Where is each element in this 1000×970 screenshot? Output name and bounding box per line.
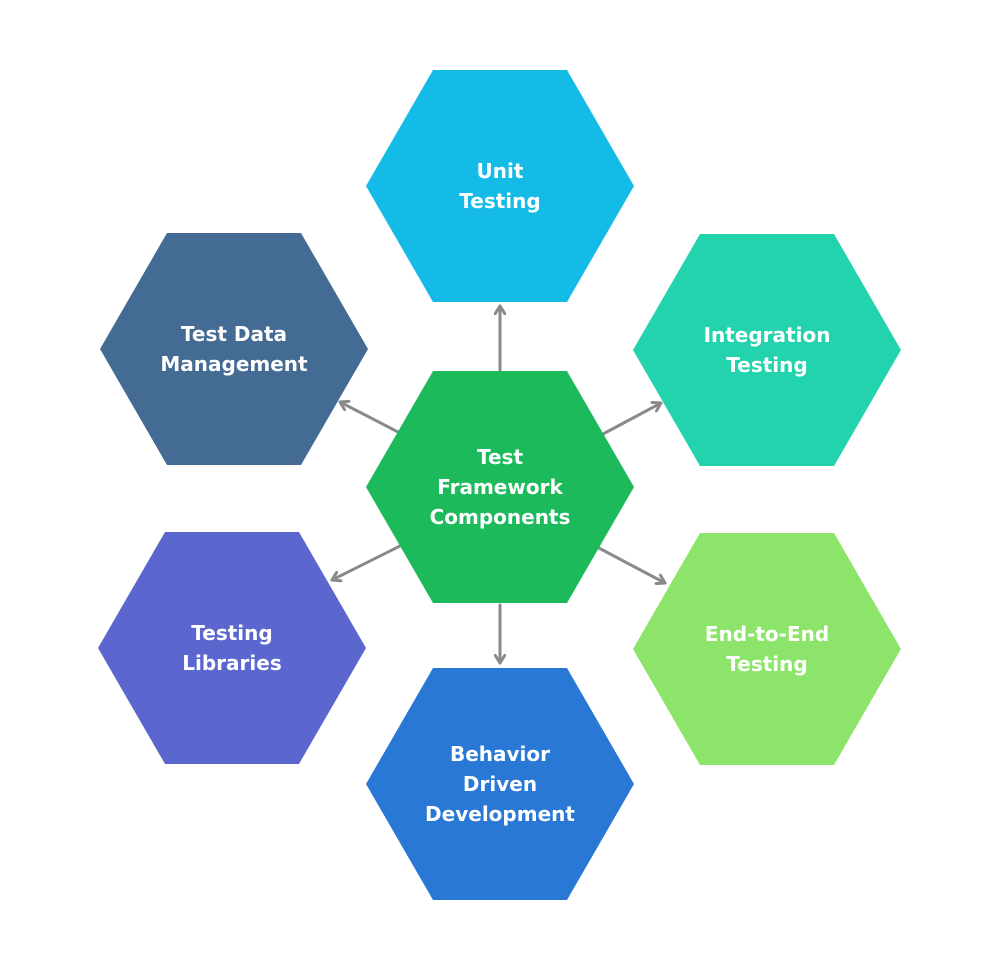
connector-arrows [330, 304, 667, 665]
hexagon-shapes [98, 70, 901, 900]
behavior-driven-development-hexagon [366, 668, 634, 900]
center-hub-hexagon [366, 371, 634, 603]
end-to-end-testing-hexagon [633, 533, 901, 765]
testing-libraries-hexagon [98, 532, 366, 764]
arrow-to-integration-testing [601, 403, 663, 436]
test-data-management-hexagon [100, 233, 368, 465]
unit-testing-hexagon [366, 70, 634, 302]
arrow-to-test-data-management [338, 402, 400, 434]
arrow-to-end-to-end-testing [595, 545, 667, 583]
arrow-to-testing-libraries [330, 544, 402, 580]
integration-testing-hexagon [633, 234, 901, 466]
